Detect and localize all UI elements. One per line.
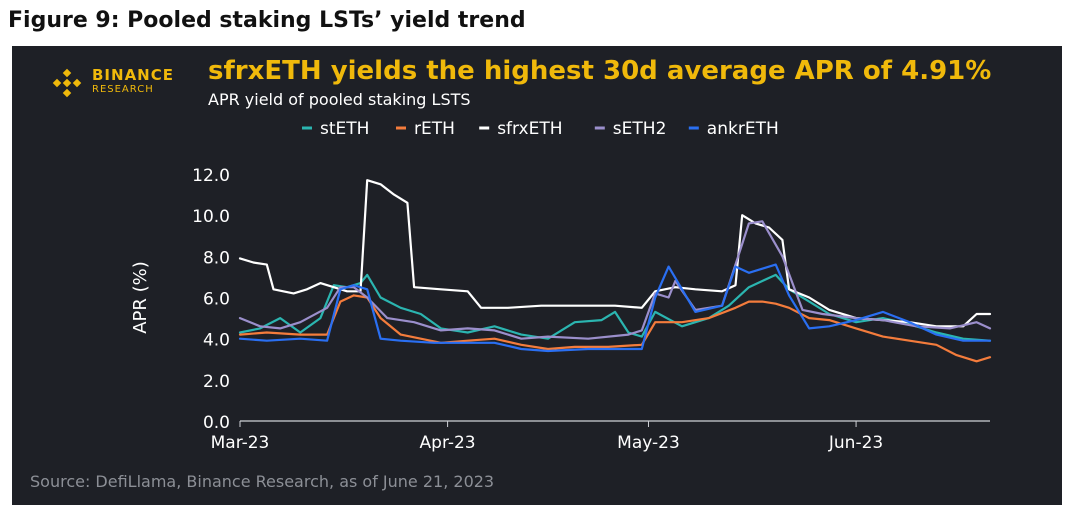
series-line-seth2	[238, 220, 992, 340]
y-tick-label: 4.0	[203, 331, 230, 351]
chart-subtitle: APR yield of pooled staking LSTS	[208, 90, 471, 109]
y-tick-label: 8.0	[203, 248, 230, 268]
y-tick-label: 0.0	[203, 413, 230, 433]
y-axis-label: APR (%)	[130, 261, 151, 334]
x-tick-label: Jun-23	[828, 433, 883, 453]
figure-title: Figure 9: Pooled staking LSTs’ yield tre…	[8, 8, 526, 33]
legend-label: ankrETH	[707, 119, 779, 139]
legend-label: sfrxETH	[497, 119, 562, 139]
y-tick-label: 12.0	[192, 166, 230, 186]
y-tick-label: 2.0	[203, 372, 230, 392]
series-line-ankreth	[238, 263, 992, 353]
brand-name: BINANCE	[92, 66, 174, 84]
x-tick-label: Apr-23	[420, 433, 476, 453]
legend-label: rETH	[414, 119, 455, 139]
y-tick-label: 10.0	[192, 207, 230, 227]
series-line-sfrxeth	[238, 179, 992, 328]
source-note: Source: DefiLlama, Binance Research, as …	[30, 472, 495, 491]
x-tick-label: May-23	[617, 433, 680, 453]
line-chart: APR (%) 0.0 2.0 4.0 6.0 8.0 10.0 12.0 Mar-23 Apr-…	[130, 119, 992, 453]
y-tick-label: 6.0	[203, 290, 230, 310]
legend-label: stETH	[320, 119, 369, 139]
binance-logo-icon	[52, 68, 82, 98]
brand-sub: RESEARCH	[92, 84, 154, 95]
legend-label: sETH2	[613, 119, 667, 139]
x-tick-label: Mar-23	[211, 433, 270, 453]
chart-panel: BINANCE RESEARCH sfrxETH yields the high…	[12, 46, 1062, 505]
chart-title: sfrxETH yields the highest 30d average A…	[208, 56, 992, 86]
